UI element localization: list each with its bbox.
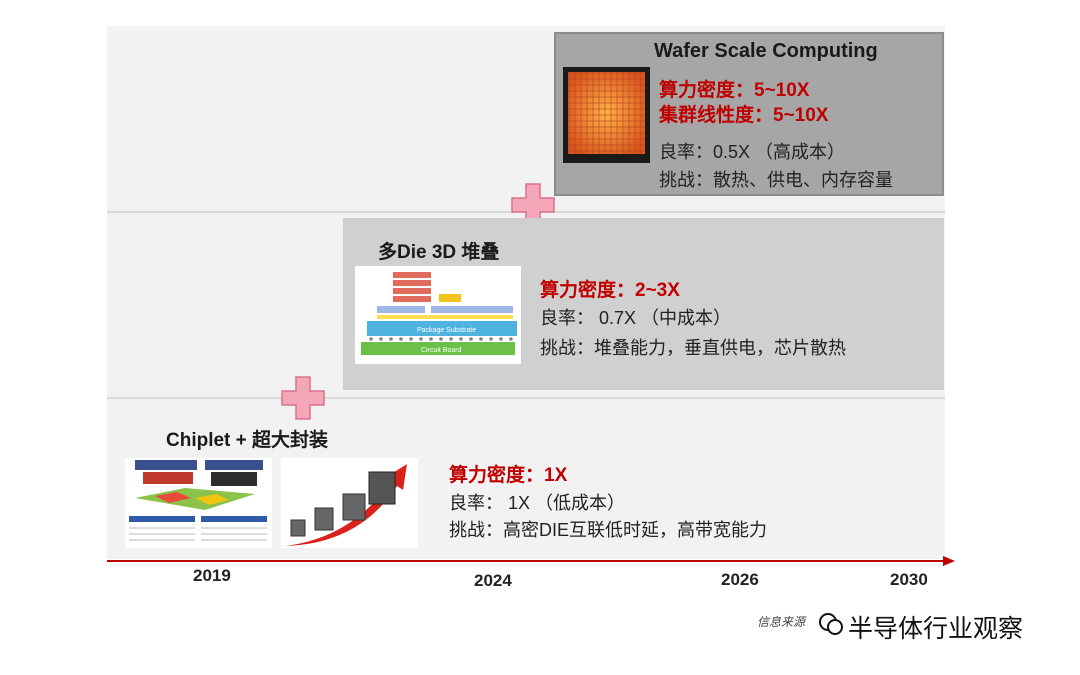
year-label: 2019 (193, 566, 231, 585)
wafer-challenge: 挑战：散热、供电、内存容量 (659, 170, 893, 190)
wafer-chip-graphic (568, 72, 645, 154)
chiplet-title: Chiplet + 超大封装 (166, 430, 329, 451)
growth-arrow-graphic (285, 464, 407, 546)
stack-yield: 良率： 0.7X （中成本） (540, 308, 732, 328)
wafer-title: Wafer Scale Computing (654, 40, 878, 62)
chiplet-package-image (125, 458, 272, 548)
timeline-axis (107, 556, 955, 566)
chiplet-package-graphic (129, 460, 267, 541)
chiplet-challenge: 挑战：高密DIE互联低时延，高带宽能力 (449, 520, 768, 540)
source-note: 信息来源 (757, 615, 806, 629)
wafer-linearity: 集群线性度：5~10X (659, 105, 829, 126)
wafer-yield: 良率：0.5X （高成本） (659, 142, 846, 162)
substrate-label: Package Substrate (417, 327, 476, 334)
chiplet-density: 算力密度：1X (449, 465, 568, 486)
stack-diagram: Package Substrate Circuit Board (355, 266, 521, 364)
stack-title: 多Die 3D 堆叠 (378, 242, 500, 263)
stack-challenge: 挑战：堆叠能力，垂直供电，芯片散热 (540, 338, 846, 358)
chiplet-yield: 良率： 1X （低成本） (449, 493, 626, 513)
plus-icon (281, 376, 325, 420)
stack-density: 算力密度：2~3X (540, 280, 680, 301)
wafer-image (563, 67, 650, 163)
year-label: 2030 (890, 570, 928, 589)
wafer-density: 算力密度：5~10X (659, 80, 810, 101)
board-label: Circuit Board (421, 347, 462, 354)
band-divider-2 (107, 397, 945, 399)
year-label: 2024 (474, 571, 512, 590)
watermark: 半导体行业观察 (848, 615, 1024, 643)
wechat-icon (818, 611, 844, 637)
3d-stack-graphic: Package Substrate Circuit Board (361, 272, 517, 355)
year-label: 2026 (721, 570, 759, 589)
chiplet-growth-image (281, 458, 418, 548)
